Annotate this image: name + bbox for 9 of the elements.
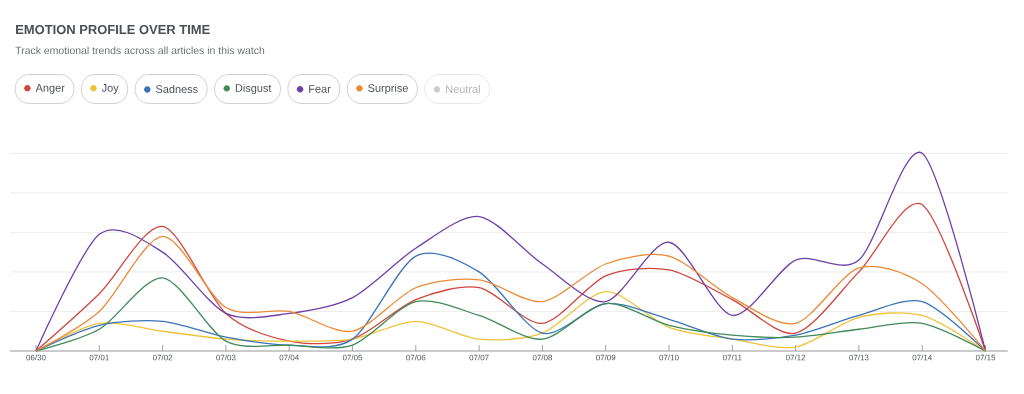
legend-label: Joy — [101, 84, 119, 94]
legend-label: Surprise — [368, 83, 408, 95]
legend-label: Disgust — [235, 83, 272, 95]
legend-label: Anger — [35, 84, 65, 94]
legend-label: Sadness — [156, 84, 198, 94]
chart-subtitle: Track emotional trends across all articles in this watch — [15, 46, 265, 55]
chart-title: EMOTION PROFILE OVER TIME — [16, 24, 210, 35]
legend-label: Neutral — [446, 84, 480, 94]
legend-label: Fear — [309, 85, 331, 93]
